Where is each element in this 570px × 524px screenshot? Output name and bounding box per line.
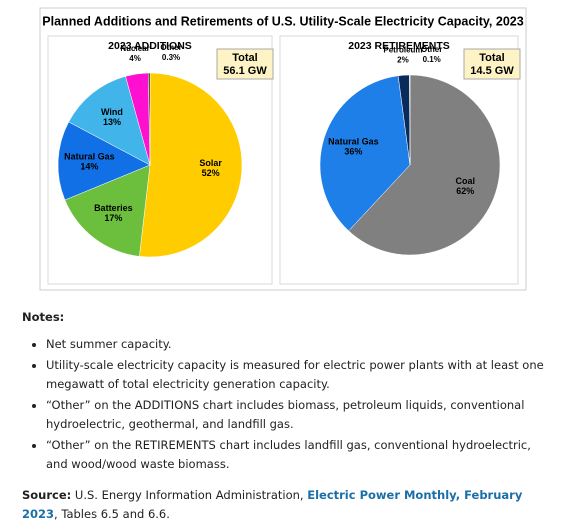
source: Source: U.S. Energy Information Administ… xyxy=(22,486,552,524)
slice-label: Coal xyxy=(456,176,476,186)
panel xyxy=(47,35,273,285)
total-value: 14.5 GW xyxy=(470,65,514,77)
note: Net summer capacity. xyxy=(46,335,552,354)
notes-heading: Notes: xyxy=(22,310,65,324)
page: Planned Additions and Retirements of U.S… xyxy=(0,0,570,511)
total-label: Total xyxy=(232,52,257,64)
pie-slice xyxy=(139,72,243,258)
slice-label: Petroleum xyxy=(383,45,422,54)
slice-value: 52% xyxy=(202,168,220,178)
slice-value: 36% xyxy=(344,146,362,156)
slice-value: 0.1% xyxy=(423,55,441,64)
slice-value: 62% xyxy=(456,186,474,196)
source-text: U.S. Energy Information Administration, xyxy=(74,488,304,502)
slice-label: Nuclear xyxy=(120,44,149,53)
pie-slice xyxy=(57,121,151,201)
total-value: 56.1 GW xyxy=(223,65,267,77)
notes-list: Net summer capacity. Utility-scale elect… xyxy=(22,335,552,474)
pie-slice xyxy=(64,164,151,257)
pie-slice xyxy=(148,72,151,166)
note: “Other” on the ADDITIONS chart includes … xyxy=(46,396,552,434)
slice-label: Solar xyxy=(199,158,222,168)
slice-value: 0.3% xyxy=(162,53,180,62)
slice-value: 2% xyxy=(397,55,409,64)
total-box xyxy=(463,48,521,80)
pie-slice xyxy=(409,74,411,166)
chart: Planned Additions and Retirements of U.S… xyxy=(39,7,527,291)
slice-value: 14% xyxy=(80,161,98,171)
pie-title: 2023 RETIREMENTS xyxy=(348,40,450,52)
slice-value: 4% xyxy=(129,54,141,63)
slice-value: 17% xyxy=(104,213,122,223)
slice-label: Other xyxy=(421,45,442,54)
pie-slice xyxy=(348,74,501,256)
pie-slice xyxy=(319,75,411,232)
slice-label: Natural Gas xyxy=(64,151,115,161)
note: “Other” on the RETIREMENTS chart include… xyxy=(46,436,552,474)
pie-title: 2023 ADDITIONS xyxy=(108,40,192,52)
source-suffix: , Tables 6.5 and 6.6. xyxy=(54,507,170,521)
total-box xyxy=(216,48,274,80)
notes: Notes: Net summer capacity. Utility-scal… xyxy=(22,308,552,524)
slice-label: Other xyxy=(160,43,181,52)
slice-label: Batteries xyxy=(94,203,133,213)
slice-label: Wind xyxy=(101,107,123,117)
panel xyxy=(279,35,519,285)
slice-value: 13% xyxy=(103,117,121,127)
chart-title: Planned Additions and Retirements of U.S… xyxy=(42,14,523,28)
slice-label: Natural Gas xyxy=(328,136,379,146)
pie-slice xyxy=(68,76,151,166)
note: Utility-scale electricity capacity is me… xyxy=(46,356,552,394)
source-label: Source: xyxy=(22,488,72,502)
total-label: Total xyxy=(479,52,504,64)
